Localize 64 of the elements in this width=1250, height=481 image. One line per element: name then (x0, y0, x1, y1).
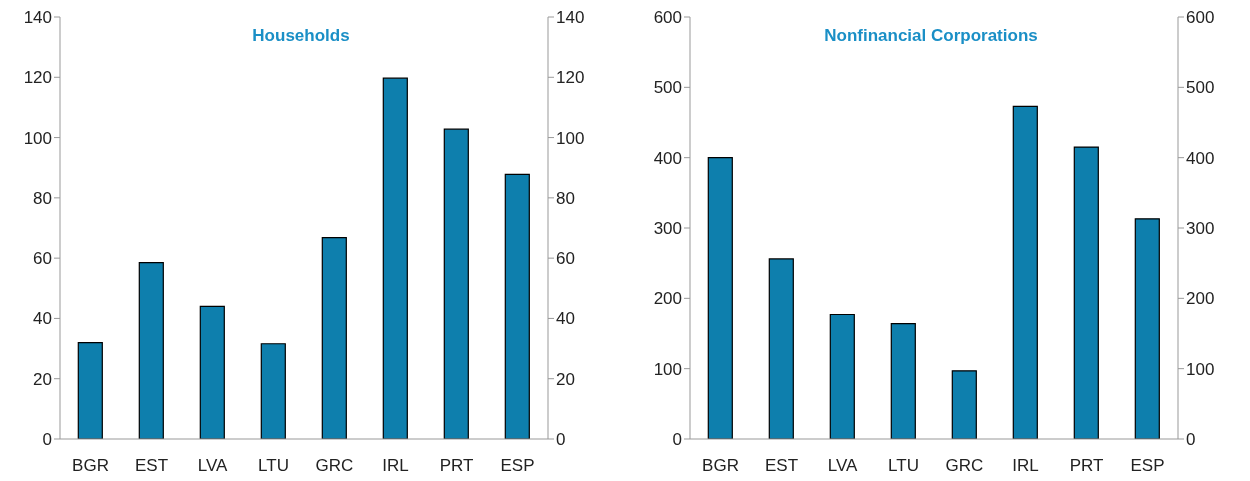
bar (951, 370, 977, 439)
y2-tick-label: 500 (1186, 78, 1215, 98)
x-tick-label: PRT (1069, 456, 1104, 476)
y2-tick-label: 120 (556, 68, 585, 88)
x-tick-label: BGR (72, 456, 109, 476)
bar (504, 173, 530, 439)
x-tick-label: LVA (197, 456, 228, 476)
y-tick-label: 40 (33, 309, 52, 329)
x-tick-label: LTU (888, 456, 919, 476)
bar (382, 77, 408, 439)
y2-tick-label: 200 (1186, 289, 1215, 309)
text: Nonfinancial Corporations (823, 26, 1039, 46)
x-tick-label: ESP (1130, 456, 1165, 476)
y-tick-label: 0 (672, 430, 682, 450)
y2-tick-label: 80 (556, 188, 575, 208)
y2-tick-label: 140 (556, 8, 585, 28)
y-tick-label: 100 (23, 128, 52, 148)
x-tick-label: LTU (258, 456, 289, 476)
y-tick-label: 600 (653, 8, 682, 28)
x-tick-label: BGR (702, 456, 739, 476)
y-tick-label: 100 (653, 359, 682, 379)
x-tick-label: ESP (500, 456, 535, 476)
y2-tick-label: 100 (556, 128, 585, 148)
y-tick-label: 300 (653, 219, 682, 239)
bar (1134, 218, 1160, 439)
y-tick-label: 0 (42, 430, 52, 450)
x-tick-label: IRL (1012, 456, 1039, 476)
bar (829, 313, 855, 439)
bar (199, 305, 225, 439)
y2-tick-label: 0 (556, 430, 566, 450)
y-tick-label: 500 (653, 78, 682, 98)
x-tick-label: IRL (382, 456, 409, 476)
bar (768, 258, 794, 439)
x-tick-label: GRC (945, 456, 984, 476)
bar (77, 341, 103, 439)
bar (138, 262, 164, 439)
y2-tick-label: 40 (556, 309, 575, 329)
y-tick-label: 80 (33, 188, 52, 208)
y-tick-label: 120 (23, 68, 52, 88)
bar (707, 157, 733, 439)
bar (443, 128, 469, 439)
y2-tick-label: 0 (1186, 430, 1196, 450)
y-tick-label: 200 (653, 289, 682, 309)
bar (321, 237, 347, 439)
y-tick-label: 140 (23, 8, 52, 28)
x-tick-label: EST (764, 456, 799, 476)
x-tick-label: GRC (315, 456, 354, 476)
y2-tick-label: 400 (1186, 148, 1215, 168)
y2-tick-label: 100 (1186, 359, 1215, 379)
bar (1012, 105, 1038, 439)
bar (890, 323, 916, 439)
text: Households (251, 26, 351, 46)
y2-tick-label: 20 (556, 369, 575, 389)
x-tick-label: EST (134, 456, 169, 476)
y2-tick-label: 60 (556, 249, 575, 269)
y-tick-label: 60 (33, 249, 52, 269)
y2-tick-label: 300 (1186, 219, 1215, 239)
bar (260, 343, 286, 439)
y-tick-label: 20 (33, 369, 52, 389)
y2-tick-label: 600 (1186, 8, 1215, 28)
x-tick-label: LVA (827, 456, 858, 476)
y-tick-label: 400 (653, 148, 682, 168)
bar (1073, 146, 1099, 439)
x-tick-label: PRT (439, 456, 474, 476)
